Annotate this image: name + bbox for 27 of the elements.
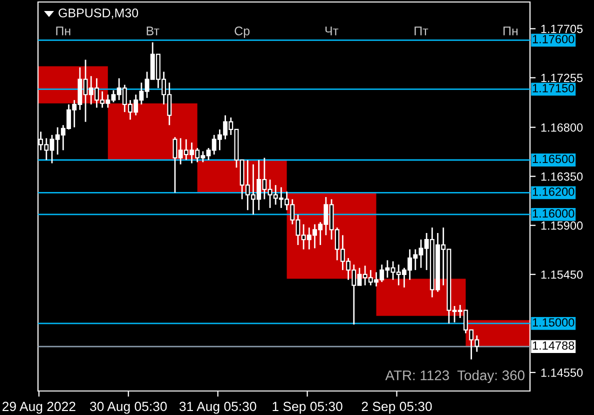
ref-line-label: 1.17150 <box>532 84 574 92</box>
ref-line-label: 1.16500 <box>532 154 574 164</box>
annotation: Пн <box>504 26 518 36</box>
x-tick-label: 30 Aug 05:30 <box>90 402 167 414</box>
ref-line-label: 1.16000 <box>532 209 574 218</box>
x-tick-label: 1 Sep 05:30 <box>272 402 342 414</box>
annotation: ATR: 1123 Today: 360 <box>385 370 524 383</box>
ref-line-label: 1.14788 <box>532 341 574 350</box>
annotation: Чт <box>325 26 338 36</box>
annotation: Ср <box>234 26 250 38</box>
ref-line-label: 1.17600 <box>532 34 574 44</box>
x-tick-label: 29 Aug 2022 <box>2 402 76 414</box>
annotation: Пн <box>56 26 70 36</box>
y-tick-label: 1.17705 <box>541 24 583 34</box>
ref-line-label: 1.15000 <box>532 318 574 327</box>
chart-title: GBPUSD,M30 <box>58 8 138 19</box>
y-tick-label: 1.14550 <box>541 368 583 377</box>
annotation: Вт <box>146 26 160 36</box>
x-tick-label: 31 Aug 05:30 <box>179 402 256 414</box>
y-tick-label: 1.17255 <box>541 74 583 82</box>
x-tick-label: 2 Sep 05:30 <box>362 402 432 414</box>
annotation: Пт <box>414 26 428 36</box>
y-tick-label: 1.15450 <box>541 270 583 279</box>
y-tick-label: 1.16350 <box>541 172 583 181</box>
ref-line-label: 1.16200 <box>532 187 574 196</box>
y-tick-label: 1.15900 <box>541 221 583 230</box>
y-tick-label: 1.16800 <box>541 123 583 132</box>
